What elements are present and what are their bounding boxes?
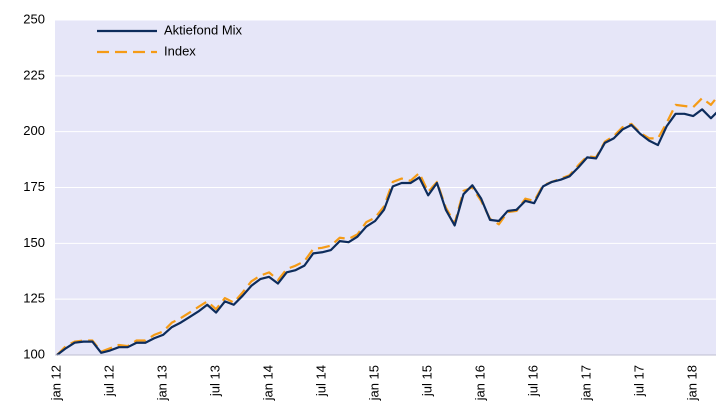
x-tick-label: jul 15 — [420, 365, 435, 397]
y-tick-label: 125 — [23, 291, 45, 306]
x-tick-label: jul 13 — [208, 365, 223, 397]
x-tick-label: jan 16 — [473, 365, 488, 401]
series-line — [56, 96, 716, 356]
x-tick-label: jan 12 — [48, 365, 63, 401]
x-tick-label: jul 12 — [101, 365, 116, 397]
x-tick-label: jan 17 — [579, 365, 594, 401]
x-tick-label: jul 17 — [632, 365, 647, 397]
x-tick-label: jan 18 — [685, 365, 700, 401]
x-tick-label: jan 13 — [154, 365, 169, 401]
x-tick-label: jul 14 — [314, 365, 329, 397]
y-tick-label: 175 — [23, 179, 45, 194]
legend-label: Index — [164, 43, 196, 58]
series-line — [56, 108, 716, 356]
x-tick-label: jul 16 — [526, 365, 541, 397]
x-tick-label: jan 15 — [367, 365, 382, 401]
legend-label: Aktiefond Mix — [164, 22, 243, 37]
y-tick-label: 150 — [23, 235, 45, 250]
x-tick-label: jan 14 — [261, 365, 276, 401]
y-tick-label: 250 — [23, 11, 45, 26]
y-tick-label: 100 — [23, 346, 45, 361]
y-tick-label: 200 — [23, 123, 45, 138]
y-tick-label: 225 — [23, 67, 45, 82]
